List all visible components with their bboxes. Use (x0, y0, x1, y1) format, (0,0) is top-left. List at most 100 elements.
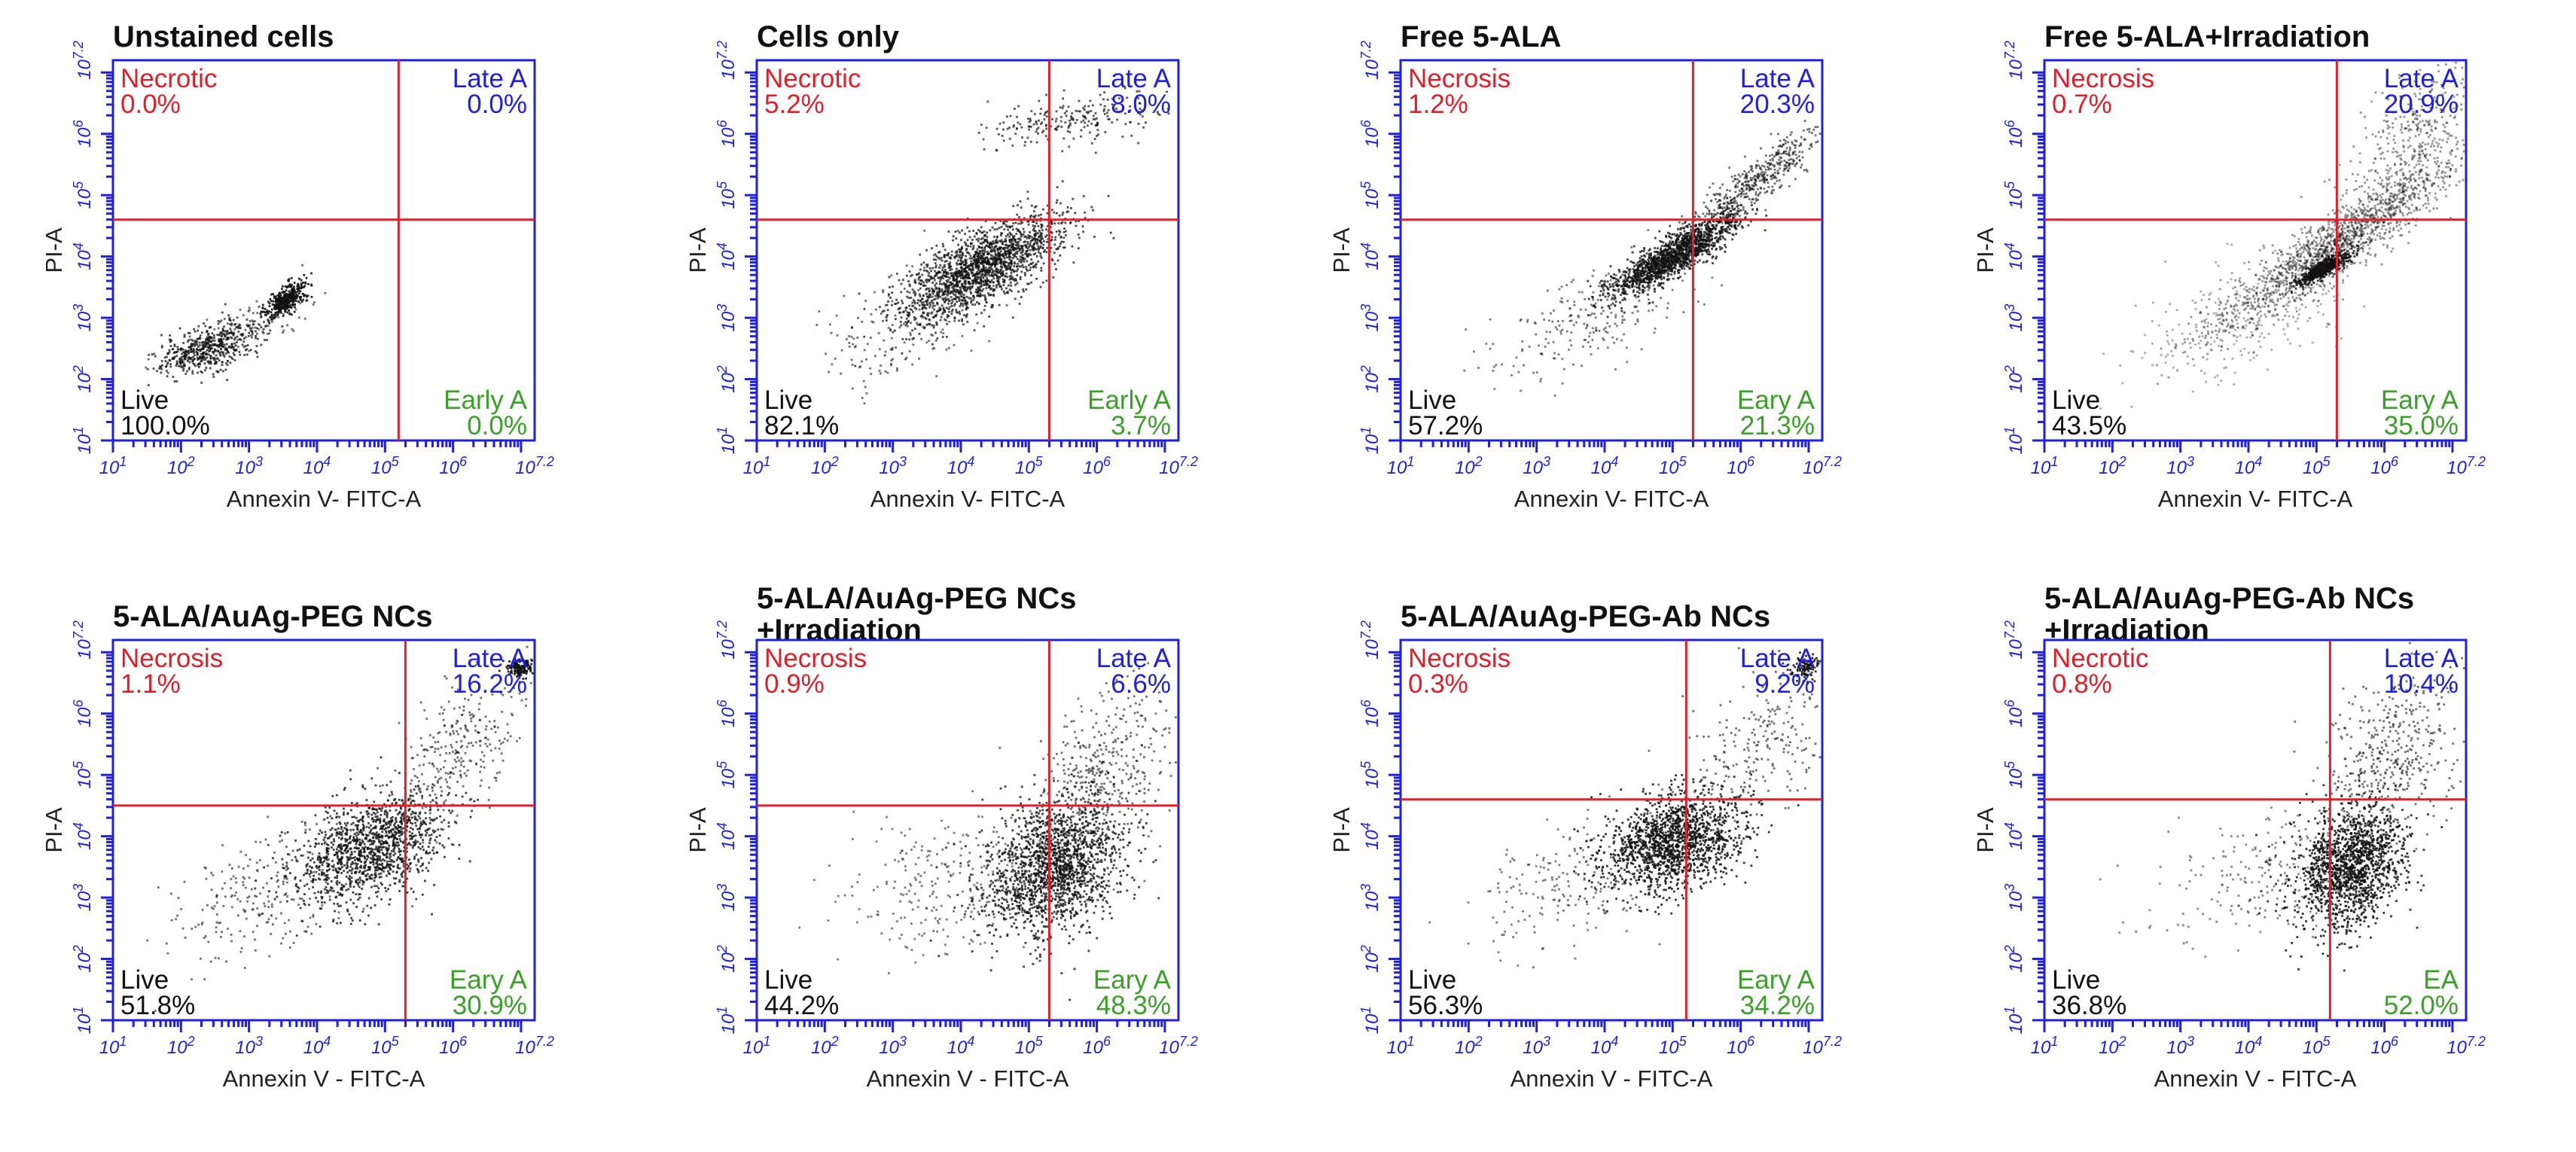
data-point (1087, 105, 1090, 108)
data-point (279, 292, 281, 294)
data-point (1600, 299, 1602, 301)
data-point (904, 288, 906, 290)
data-point (928, 288, 930, 290)
data-point (994, 228, 996, 230)
data-point (997, 271, 999, 273)
data-point (165, 360, 167, 362)
data-point (1711, 248, 1713, 250)
data-point (1020, 276, 1022, 279)
data-point (1037, 245, 1039, 248)
data-point (1658, 282, 1660, 285)
data-point (234, 349, 236, 352)
data-point (1617, 285, 1619, 288)
data-point (1040, 123, 1042, 125)
data-point (885, 304, 887, 306)
data-point (1705, 231, 1707, 233)
data-point (1044, 236, 1047, 238)
data-point (300, 285, 303, 288)
data-point (1036, 123, 1038, 125)
data-point (1032, 239, 1034, 242)
data-point (230, 346, 232, 349)
data-point (953, 305, 956, 307)
data-point (946, 307, 948, 309)
data-point (944, 256, 946, 258)
data-point (1003, 284, 1005, 286)
data-point (854, 365, 856, 367)
data-point (1679, 228, 1681, 230)
data-point (991, 279, 993, 282)
data-point (1137, 142, 1139, 145)
data-point (148, 358, 150, 361)
data-point (1062, 105, 1065, 107)
data-point (926, 324, 928, 326)
data-point (1035, 233, 1038, 235)
data-point (1004, 253, 1006, 255)
data-point (941, 304, 944, 306)
data-point (941, 267, 944, 269)
data-point (961, 293, 963, 295)
data-point (1078, 100, 1081, 102)
data-point (1720, 231, 1722, 233)
data-point (920, 279, 922, 282)
data-point (947, 272, 950, 274)
data-point (919, 269, 922, 271)
data-point (992, 275, 995, 277)
data-point (1737, 224, 1739, 227)
data-point (1026, 237, 1029, 239)
data-point (1016, 274, 1018, 276)
data-point (1028, 129, 1030, 131)
data-point (223, 338, 225, 340)
data-point (210, 355, 212, 358)
data-point (980, 280, 982, 282)
data-point (996, 150, 998, 152)
data-point (1033, 243, 1035, 245)
data-point (1719, 235, 1721, 237)
data-point (1035, 131, 1038, 133)
data-point (1038, 120, 1040, 122)
data-point (1591, 296, 1593, 298)
data-point (229, 328, 231, 330)
data-point (1027, 117, 1029, 120)
data-point (930, 334, 932, 336)
data-point (1025, 266, 1027, 268)
data-point (976, 301, 978, 303)
data-point (201, 349, 203, 351)
data-point (1710, 244, 1712, 246)
data-point (170, 345, 172, 347)
data-point (1001, 288, 1003, 291)
data-point (223, 325, 225, 328)
data-point (961, 247, 963, 249)
data-point (233, 319, 235, 322)
data-point (996, 280, 998, 282)
data-point (263, 328, 265, 331)
quadrant-lower-right-value: 3.7% (1111, 411, 1171, 440)
data-point (995, 259, 997, 261)
data-point (1620, 276, 1622, 279)
data-point (959, 251, 961, 254)
data-point (262, 304, 264, 306)
data-point (905, 338, 907, 340)
y-tick-label-group: 102 (715, 365, 739, 393)
data-point (1075, 122, 1077, 124)
data-point (1113, 237, 1115, 239)
data-point (920, 338, 922, 340)
data-point (1082, 230, 1084, 233)
data-point (206, 342, 208, 344)
data-point (282, 285, 284, 288)
data-point (968, 281, 970, 283)
data-point (946, 323, 948, 325)
data-point (1053, 251, 1056, 254)
data-point (962, 335, 964, 337)
data-point (1675, 264, 1677, 267)
data-point (962, 254, 965, 256)
data-point (169, 363, 172, 365)
data-point (1092, 209, 1094, 212)
data-point (1001, 233, 1003, 235)
data-point (1730, 224, 1733, 227)
data-point (199, 356, 201, 358)
data-point (945, 293, 947, 295)
data-point (203, 352, 205, 354)
data-point (871, 321, 873, 323)
data-point (1027, 137, 1029, 139)
data-point (173, 352, 175, 354)
